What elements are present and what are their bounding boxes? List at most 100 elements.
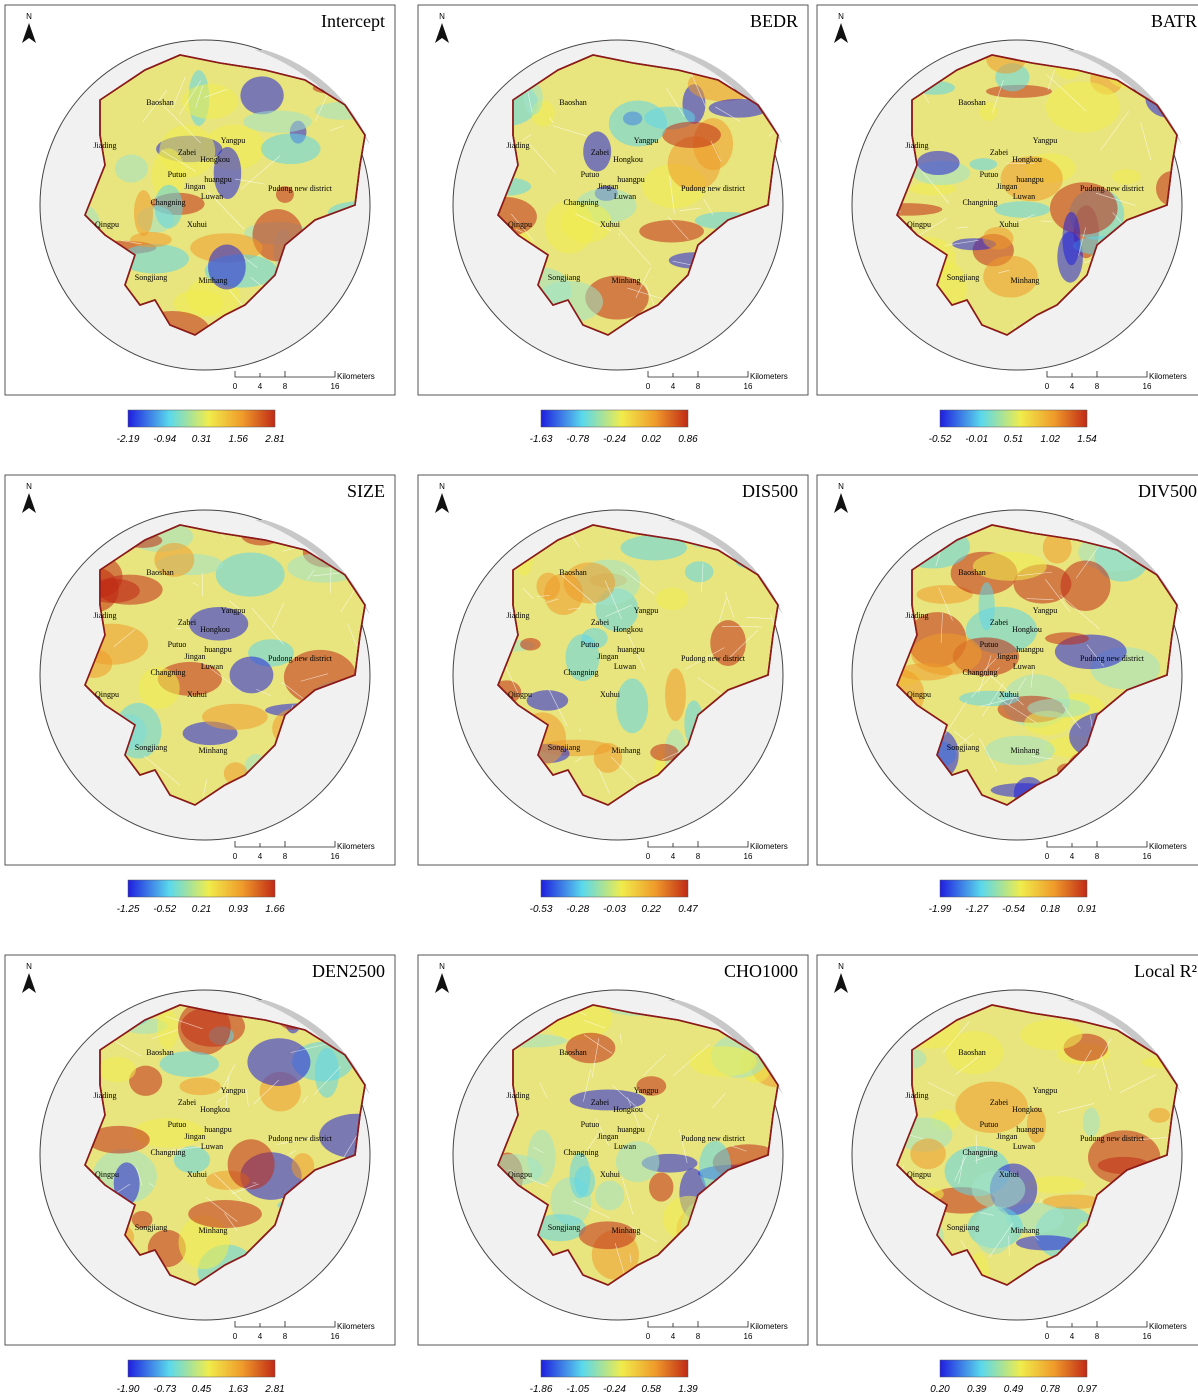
legend-label: 0.47 bbox=[678, 904, 698, 915]
legend-label: 0.86 bbox=[678, 434, 698, 445]
district-label: Qingpu bbox=[508, 1170, 532, 1179]
scale-tick: 0 bbox=[1045, 382, 1050, 391]
district-label: Songjiang bbox=[135, 273, 167, 282]
legend-label: 0.21 bbox=[192, 904, 211, 915]
district-label: Luwan bbox=[1013, 192, 1035, 201]
legend-bar bbox=[128, 1360, 275, 1377]
district-label: Baoshan bbox=[146, 98, 174, 107]
surface-patch bbox=[228, 1139, 275, 1189]
north-label: N bbox=[26, 962, 32, 971]
district-label: Yangpu bbox=[1033, 606, 1058, 615]
district-label: Jiading bbox=[905, 141, 928, 150]
legend-label: -1.27 bbox=[965, 904, 988, 915]
district-label: Jingan bbox=[185, 652, 206, 661]
legend-label: 0.49 bbox=[1004, 1384, 1024, 1395]
district-label: Zabei bbox=[591, 618, 610, 627]
district-label: Qingpu bbox=[508, 220, 532, 229]
legend-label: 1.02 bbox=[1041, 434, 1061, 445]
surface-patch bbox=[983, 227, 1014, 250]
legend-label: -0.28 bbox=[566, 904, 589, 915]
district-label: Minhang bbox=[612, 746, 641, 755]
district-label: Changning bbox=[962, 668, 997, 677]
legend-label: 0.97 bbox=[1077, 1384, 1097, 1395]
scale-tick: 0 bbox=[646, 1332, 651, 1341]
district-label: Hongkou bbox=[200, 1105, 230, 1114]
legend-bar bbox=[541, 1360, 688, 1377]
district-label: Pudong new district bbox=[268, 1134, 333, 1143]
district-label: Putuo bbox=[168, 170, 187, 179]
legend: 0.200.390.490.780.97 bbox=[930, 1360, 1097, 1395]
scale-unit: Kilometers bbox=[750, 842, 788, 851]
legend-label: 1.54 bbox=[1077, 434, 1097, 445]
district-label: Songjiang bbox=[947, 1223, 979, 1232]
scale-unit: Kilometers bbox=[750, 372, 788, 381]
scale-tick: 16 bbox=[1143, 1332, 1152, 1341]
district-label: Baoshan bbox=[146, 568, 174, 577]
district-label: Xuhui bbox=[600, 1170, 621, 1179]
surface-patch bbox=[1112, 169, 1141, 184]
map-panel: BaoshanJiadingYangpuZabeiHongkouPutuohua… bbox=[5, 475, 395, 865]
district-label: Yangpu bbox=[1033, 1086, 1058, 1095]
district-label: huangpu bbox=[204, 645, 232, 654]
legend-label: -0.73 bbox=[153, 1384, 176, 1395]
district-label: Luwan bbox=[201, 1142, 223, 1151]
scale-tick: 8 bbox=[1095, 1332, 1100, 1341]
surface-patch bbox=[1045, 632, 1089, 644]
legend: -1.25-0.520.210.931.66 bbox=[117, 880, 286, 915]
district-label: Luwan bbox=[614, 192, 636, 201]
district-label: Pudong new district bbox=[681, 654, 746, 663]
scale-tick: 4 bbox=[1070, 1332, 1075, 1341]
surface-patch bbox=[595, 1181, 624, 1211]
district-label: huangpu bbox=[617, 1125, 645, 1134]
legend-label: 0.78 bbox=[1041, 1384, 1061, 1395]
surface-patch bbox=[182, 84, 238, 119]
legend-label: -1.99 bbox=[929, 904, 952, 915]
district-label: Pudong new district bbox=[268, 654, 333, 663]
north-label: N bbox=[838, 482, 844, 491]
scale-unit: Kilometers bbox=[337, 842, 375, 851]
scale-tick: 0 bbox=[646, 382, 651, 391]
figure: Baoshan Jiading Yangpu Zabei Hongkou Putuo hua… bbox=[0, 0, 1198, 1396]
surface-patch bbox=[243, 110, 312, 132]
district-label: Minhang bbox=[1011, 276, 1040, 285]
legend-label: -0.52 bbox=[153, 904, 176, 915]
district-label: Hongkou bbox=[1012, 155, 1042, 164]
legend: -1.90-0.730.451.632.81 bbox=[117, 1360, 285, 1395]
north-label: N bbox=[439, 962, 445, 971]
legend-label: -0.24 bbox=[603, 1384, 626, 1395]
map-title: BEDR bbox=[750, 11, 798, 31]
legend-label: 0.02 bbox=[642, 434, 662, 445]
map-panel: BaoshanJiadingYangpuZabeiHongkouPutuohua… bbox=[817, 475, 1198, 865]
scale-tick: 16 bbox=[1143, 852, 1152, 861]
district-label: Hongkou bbox=[200, 155, 230, 164]
district-label: Xuhui bbox=[999, 220, 1020, 229]
surface-patch bbox=[115, 155, 148, 183]
legend-label: -0.53 bbox=[530, 904, 553, 915]
district-label: Luwan bbox=[201, 192, 223, 201]
scale-tick: 0 bbox=[646, 852, 651, 861]
legend-label: 1.66 bbox=[265, 904, 285, 915]
scale-tick: 4 bbox=[1070, 852, 1075, 861]
scale-tick: 0 bbox=[233, 382, 238, 391]
map-panel: BaoshanJiadingYangpuZabeiHongkouPutuohua… bbox=[418, 955, 808, 1345]
scale-unit: Kilometers bbox=[1149, 842, 1187, 851]
district-label: huangpu bbox=[204, 1125, 232, 1134]
district-label: huangpu bbox=[617, 175, 645, 184]
district-label: Yangpu bbox=[634, 606, 659, 615]
legend-bar bbox=[541, 410, 688, 427]
map-panel: BaoshanJiadingYangpuZabeiHongkouPutuohua… bbox=[418, 5, 808, 395]
surface-patch bbox=[1062, 212, 1080, 265]
scale-tick: 4 bbox=[671, 1332, 676, 1341]
district-label: Hongkou bbox=[1012, 625, 1042, 634]
district-label: Minhang bbox=[199, 276, 228, 285]
district-label: Changning bbox=[962, 1148, 997, 1157]
scale-unit: Kilometers bbox=[1149, 1322, 1187, 1331]
map-title: DIV500 bbox=[1138, 481, 1197, 501]
surface-patch bbox=[1083, 1108, 1100, 1137]
district-label: Minhang bbox=[199, 746, 228, 755]
district-label: Xuhui bbox=[187, 690, 208, 699]
surface-patch bbox=[216, 553, 285, 597]
district-label: huangpu bbox=[1016, 645, 1044, 654]
legend-label: -0.24 bbox=[603, 434, 626, 445]
